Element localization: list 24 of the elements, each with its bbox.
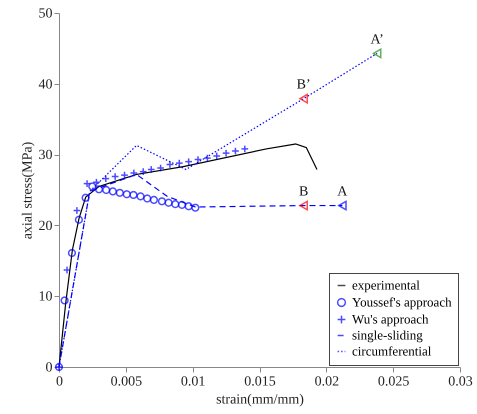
y-tick-label: 20 [38, 218, 52, 234]
x-tick-label: 0.01 [180, 374, 206, 390]
annotation: A’ [370, 32, 384, 48]
x-tick-label: 0.025 [378, 374, 410, 390]
y-tick-label: 0 [46, 360, 52, 376]
x-tick-label: 0.03 [448, 374, 473, 390]
y-tick-label: 30 [38, 148, 52, 164]
legend-label: circumferential [352, 344, 432, 358]
y-tick-label: 40 [38, 77, 52, 92]
x-tick-label: 0 [56, 374, 63, 390]
legend-label: Wu's approach [352, 312, 430, 326]
y-tick-label: 50 [38, 6, 52, 22]
legend-label: single-sliding [352, 328, 424, 342]
x-tick-label: 0.015 [244, 374, 276, 390]
y-axis-title: axial stress(MPa) [20, 141, 36, 240]
annotation: B’ [296, 78, 311, 93]
x-axis-title: strain(mm/mm) [216, 392, 304, 408]
annotation: A [337, 184, 348, 200]
annotation: B [298, 184, 308, 200]
legend-label: experimental [352, 278, 420, 292]
x-tick-label: 0.02 [314, 374, 340, 390]
legend-label: Youssef's approach [352, 294, 452, 310]
y-tick-label: 10 [38, 290, 52, 305]
x-tick-label: 0.005 [110, 374, 142, 390]
